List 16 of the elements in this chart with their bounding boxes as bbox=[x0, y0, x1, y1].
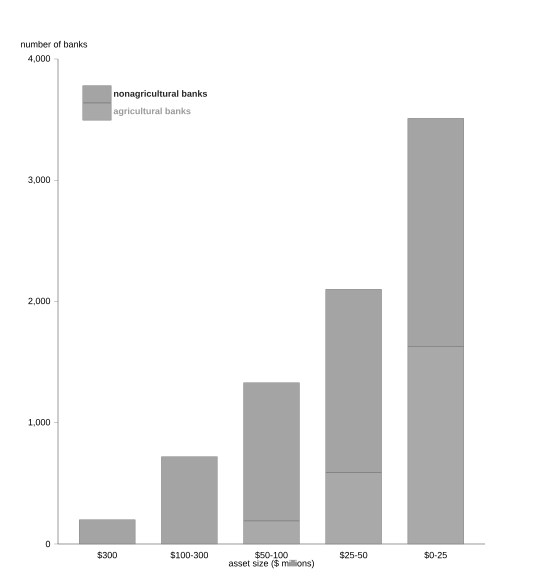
x-axis-title: asset size ($ millions) bbox=[228, 560, 314, 568]
legend-label: agricultural banks bbox=[114, 108, 191, 116]
y-tick-label: 4,000 bbox=[28, 55, 50, 63]
y-tick-label: 3,000 bbox=[28, 176, 50, 184]
y-tick-label: 1,000 bbox=[28, 419, 50, 426]
bar bbox=[161, 456, 218, 544]
y-tick-label: 2,000 bbox=[28, 298, 50, 306]
bar bbox=[79, 520, 136, 544]
y-tick-label: 0 bbox=[46, 540, 50, 548]
y-axis-title: number of banks bbox=[21, 40, 88, 48]
x-tick-label: $0-25 bbox=[424, 552, 447, 559]
legend-label: nonagricultural banks bbox=[114, 90, 208, 99]
x-tick-label: $100-300 bbox=[170, 552, 208, 559]
x-tick-label: $50-100 bbox=[255, 552, 288, 559]
x-tick-label: $300 bbox=[97, 552, 117, 559]
x-tick-label: $25-50 bbox=[340, 552, 368, 559]
